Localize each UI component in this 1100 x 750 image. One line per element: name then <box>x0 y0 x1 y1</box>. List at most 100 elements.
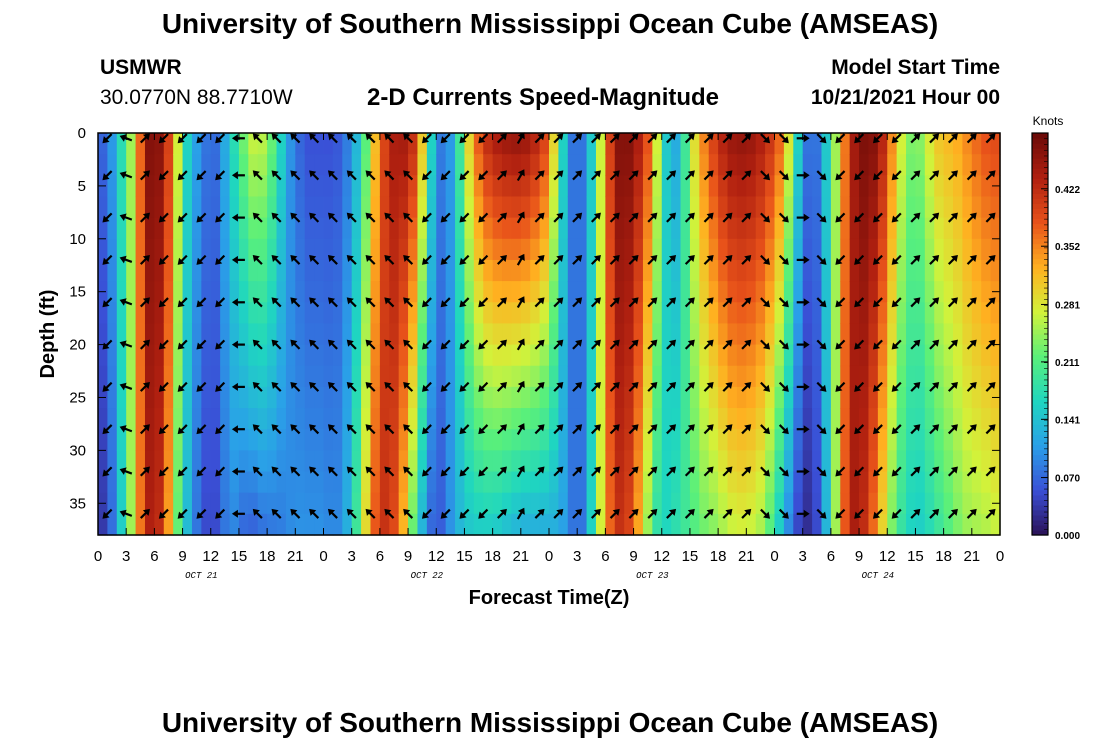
heatmap-cell <box>859 408 870 430</box>
heatmap-cell <box>595 513 606 536</box>
heatmap-cell <box>943 344 954 367</box>
heatmap-cell <box>304 154 315 176</box>
current-arrow <box>872 254 883 265</box>
heatmap-cell <box>220 386 231 409</box>
heatmap-cell <box>577 365 588 388</box>
heatmap-cell <box>736 492 747 515</box>
heatmap-cell <box>614 238 625 261</box>
heatmap-cell <box>257 154 268 176</box>
current-arrow <box>177 133 188 144</box>
heatmap-cell <box>708 196 719 219</box>
heatmap-cell <box>990 196 1001 219</box>
current-arrow <box>854 381 865 392</box>
heatmap-cell <box>445 154 456 176</box>
heatmap-cell <box>248 133 259 155</box>
current-arrow <box>722 133 733 144</box>
heatmap-cell <box>342 175 353 198</box>
heatmap-cell <box>502 238 513 261</box>
current-arrow <box>516 211 525 224</box>
heatmap-cell <box>671 302 682 325</box>
heatmap-cell <box>126 429 137 451</box>
heatmap-cell <box>464 365 475 388</box>
heatmap-cell <box>389 281 400 303</box>
heatmap-cell <box>971 238 982 261</box>
current-arrow <box>158 170 169 181</box>
heatmap-cell <box>812 175 823 198</box>
heatmap-cell <box>248 492 259 515</box>
heatmap-cell <box>821 302 832 325</box>
heatmap-cell <box>257 429 268 451</box>
heatmap-cell <box>483 408 494 430</box>
heatmap-cell <box>671 281 682 303</box>
colorbar-segment <box>1032 148 1048 154</box>
heatmap-cell <box>530 302 541 325</box>
heatmap-cell <box>943 175 954 198</box>
current-arrow <box>590 254 601 265</box>
heatmap-cell <box>868 238 879 261</box>
current-arrow <box>947 339 958 350</box>
current-arrow <box>910 212 921 223</box>
current-arrow <box>684 254 695 265</box>
heatmap-cell <box>229 196 240 219</box>
current-arrow <box>290 254 301 265</box>
heatmap-cell <box>981 281 992 303</box>
heatmap-cell <box>530 154 541 176</box>
colorbar-segment <box>1032 258 1048 265</box>
current-arrow <box>703 254 714 265</box>
heatmap-cell <box>849 154 860 176</box>
heatmap-cell <box>229 365 240 388</box>
heatmap-cell <box>116 344 127 367</box>
heatmap-cell <box>953 259 964 282</box>
heatmap-cell <box>98 154 108 176</box>
heatmap-cell <box>144 386 155 409</box>
heatmap-cell <box>257 302 268 325</box>
product-title: 2-D Currents Speed-Magnitude <box>367 84 720 111</box>
current-arrow <box>929 212 940 223</box>
heatmap-cell <box>314 154 325 176</box>
current-arrow <box>816 339 827 350</box>
heatmap-cell <box>210 365 221 388</box>
heatmap-cell <box>304 238 315 261</box>
heatmap-cell <box>802 429 813 451</box>
heatmap-cell <box>812 492 823 515</box>
current-arrow <box>872 508 883 519</box>
heatmap-cell <box>595 196 606 219</box>
heatmap-cell <box>238 196 249 219</box>
heatmap-cell <box>680 513 691 536</box>
current-arrow <box>102 381 113 392</box>
current-arrow <box>290 381 301 392</box>
current-arrow <box>421 381 432 392</box>
heatmap-cell <box>633 323 644 346</box>
heatmap-cell <box>549 302 559 325</box>
heatmap-cell <box>492 217 503 240</box>
heatmap-cell <box>774 154 785 176</box>
heatmap-cell <box>248 217 259 240</box>
current-arrow <box>421 133 432 144</box>
heatmap-cell <box>812 513 823 536</box>
heatmap-cell <box>614 471 625 494</box>
current-arrow <box>572 339 583 350</box>
heatmap-cell <box>943 302 954 325</box>
heatmap-cell <box>473 281 484 303</box>
heatmap-cell <box>238 259 249 282</box>
heatmap-cell <box>257 259 268 282</box>
heatmap-cell <box>849 217 860 240</box>
heatmap-cell <box>906 513 917 536</box>
heatmap-cell <box>652 408 663 430</box>
heatmap-cell <box>295 408 306 430</box>
heatmap-cell <box>924 133 935 155</box>
current-arrow <box>572 381 583 392</box>
heatmap-cell <box>276 323 287 346</box>
heatmap-cell <box>990 323 1001 346</box>
heatmap-cell <box>746 217 757 240</box>
heatmap-cell <box>614 323 625 346</box>
heatmap-cell <box>398 196 409 219</box>
heatmap-cell <box>774 365 785 388</box>
heatmap-cell <box>765 344 776 367</box>
heatmap-cell <box>201 281 212 303</box>
heatmap-cell <box>464 175 475 198</box>
heatmap-cell <box>436 386 447 409</box>
heatmap-cell <box>765 513 776 536</box>
heatmap-cell <box>962 217 973 240</box>
heatmap-cell <box>783 408 794 430</box>
